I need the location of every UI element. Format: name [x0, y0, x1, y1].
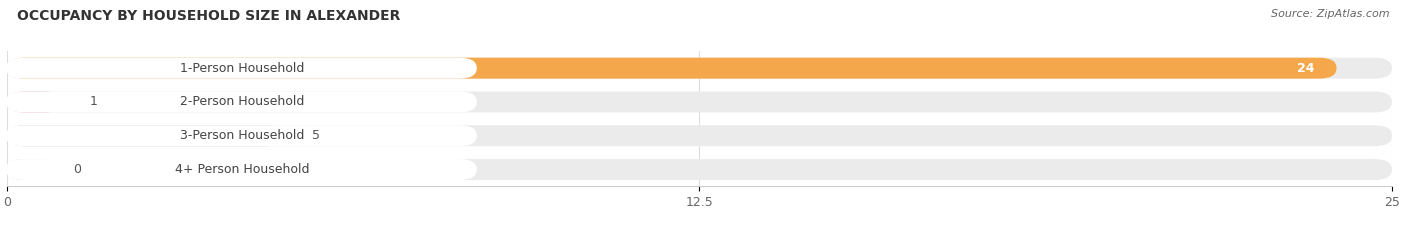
Text: 3-Person Household: 3-Person Household: [180, 129, 305, 142]
FancyBboxPatch shape: [7, 159, 1392, 180]
Text: 0: 0: [73, 163, 82, 176]
Text: 24: 24: [1296, 62, 1315, 75]
Text: 2-Person Household: 2-Person Household: [180, 96, 305, 108]
FancyBboxPatch shape: [7, 92, 1392, 112]
Text: 1-Person Household: 1-Person Household: [180, 62, 305, 75]
FancyBboxPatch shape: [6, 125, 477, 146]
Text: OCCUPANCY BY HOUSEHOLD SIZE IN ALEXANDER: OCCUPANCY BY HOUSEHOLD SIZE IN ALEXANDER: [17, 9, 401, 23]
FancyBboxPatch shape: [6, 159, 477, 180]
FancyBboxPatch shape: [7, 58, 1392, 79]
FancyBboxPatch shape: [7, 159, 56, 180]
FancyBboxPatch shape: [7, 58, 1337, 79]
FancyBboxPatch shape: [7, 125, 284, 146]
FancyBboxPatch shape: [7, 92, 62, 112]
Text: Source: ZipAtlas.com: Source: ZipAtlas.com: [1271, 9, 1389, 19]
Text: 4+ Person Household: 4+ Person Household: [176, 163, 309, 176]
FancyBboxPatch shape: [6, 92, 477, 112]
FancyBboxPatch shape: [6, 58, 477, 79]
Text: 5: 5: [312, 129, 319, 142]
FancyBboxPatch shape: [7, 125, 1392, 146]
Text: 1: 1: [90, 96, 98, 108]
